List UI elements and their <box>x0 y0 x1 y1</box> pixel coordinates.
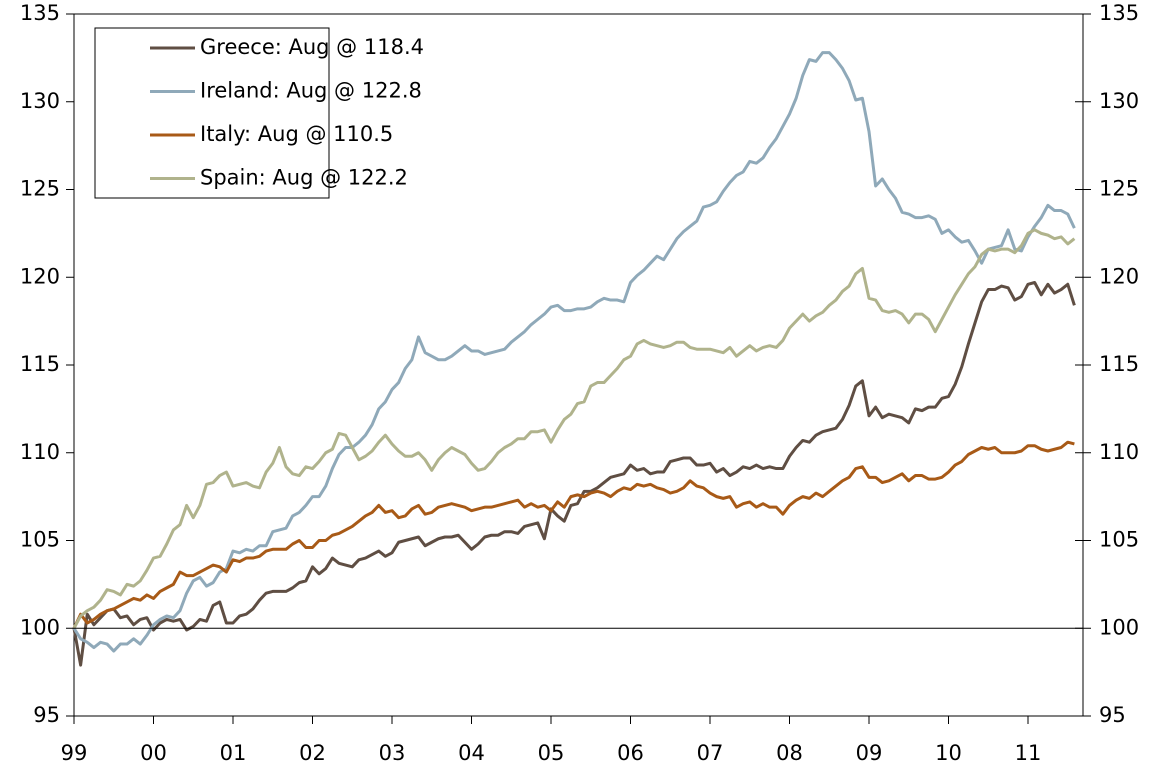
x-tick-label: 99 <box>61 741 88 765</box>
x-tick-label: 07 <box>697 741 724 765</box>
legend-label: Italy: Aug @ 110.5 <box>200 122 393 146</box>
y-tick-label: 115 <box>20 352 60 376</box>
y-tick-label: 105 <box>20 528 60 552</box>
x-tick-label: 04 <box>458 741 485 765</box>
x-tick-label: 09 <box>856 741 883 765</box>
y-tick-label: 125 <box>20 177 60 201</box>
x-tick-label: 08 <box>776 741 803 765</box>
legend-label: Greece: Aug @ 118.4 <box>200 35 424 59</box>
legend-box <box>94 27 330 199</box>
series-line <box>72 440 1075 629</box>
y2-tick-label: 115 <box>1099 352 1139 376</box>
y2-tick-label: 100 <box>1099 615 1139 639</box>
series-line <box>72 281 1076 667</box>
y-tick-label: 120 <box>20 264 60 288</box>
y-tick-label: 95 <box>33 703 60 727</box>
legend-label: Ireland: Aug @ 122.8 <box>200 79 422 103</box>
series-line <box>72 51 1076 653</box>
y2-tick-label: 135 <box>1099 1 1139 25</box>
x-tick-label: 05 <box>538 741 565 765</box>
x-tick-label: 03 <box>379 741 406 765</box>
y-tick-label: 130 <box>20 89 60 113</box>
y2-tick-label: 125 <box>1099 177 1139 201</box>
x-tick-label: 10 <box>935 741 962 765</box>
y2-tick-label: 110 <box>1099 440 1139 464</box>
y2-tick-label: 105 <box>1099 528 1139 552</box>
x-tick-label: 06 <box>617 741 644 765</box>
y-tick-label: 100 <box>20 615 60 639</box>
y2-tick-label: 95 <box>1099 703 1126 727</box>
x-tick-label: 01 <box>220 741 247 765</box>
legend-label: Spain: Aug @ 122.2 <box>200 166 408 190</box>
series-line <box>72 228 1076 629</box>
y-tick-label: 135 <box>20 1 60 25</box>
x-tick-label: 00 <box>140 741 167 765</box>
x-tick-label: 02 <box>299 741 326 765</box>
y-tick-label: 110 <box>20 440 60 464</box>
x-tick-label: 11 <box>1015 741 1042 765</box>
y2-tick-label: 120 <box>1099 264 1139 288</box>
y2-tick-label: 130 <box>1099 89 1139 113</box>
